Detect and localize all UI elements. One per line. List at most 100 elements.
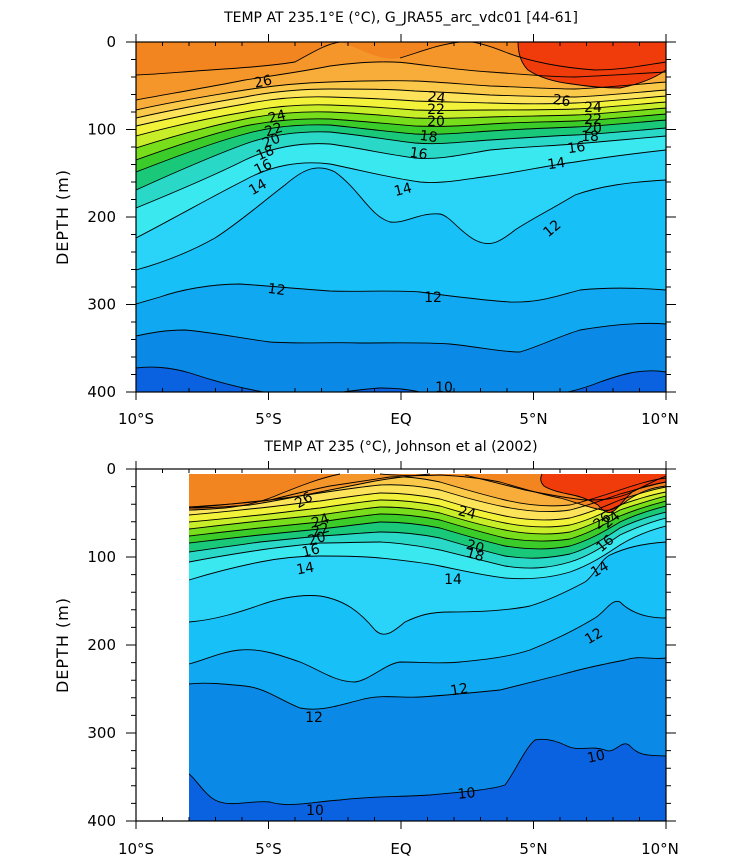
isotherm-15 bbox=[188, 517, 666, 569]
isotherm-20 bbox=[188, 491, 666, 528]
panel2-y-ticks bbox=[126, 468, 676, 822]
isotherm-24 bbox=[188, 473, 666, 509]
panel2-y-tick-labels: 0 100 200 300 400 bbox=[87, 460, 116, 830]
isotherm-18 bbox=[136, 113, 666, 161]
contour-label: 20 bbox=[306, 529, 328, 549]
contour-label: 18 bbox=[581, 129, 599, 145]
x-tick-label: 10°S bbox=[118, 410, 154, 428]
x-tick-label: 5°N bbox=[519, 840, 547, 858]
isotherm-26 bbox=[540, 473, 666, 513]
isotherm-17 bbox=[136, 119, 666, 173]
contour-label: 24 bbox=[584, 100, 602, 116]
x-tick-label: EQ bbox=[390, 840, 411, 858]
contour-label: 16 bbox=[252, 156, 275, 178]
x-tick-label: 10°N bbox=[641, 410, 679, 428]
contour-label: 14 bbox=[392, 180, 413, 200]
contour-label: 14 bbox=[444, 572, 462, 588]
panel1-contour-fill bbox=[136, 42, 666, 392]
panel2-contour-labels: 26 26 24 24 24 22 20 20 18 16 16 14 14 1… bbox=[292, 489, 623, 819]
contour-label: 16 bbox=[300, 541, 321, 561]
panel2-x-tick-labels: 10°S 5°S EQ 5°N 10°N bbox=[118, 840, 679, 858]
contour-label: 26 bbox=[253, 72, 274, 91]
isotherm-23 bbox=[188, 476, 666, 508]
panel1-x-minor-ticks bbox=[135, 34, 667, 400]
isotherm-24 bbox=[136, 61, 666, 101]
isotherm-18 bbox=[188, 500, 666, 542]
panel1-y-axis-label: DEPTH (m) bbox=[53, 169, 72, 265]
contour-label: 24 bbox=[266, 107, 287, 127]
contour-label: 12 bbox=[305, 710, 323, 726]
panel1-contour-labels: 26 26 24 24 24 22 22 22 20 20 20 18 18 1… bbox=[246, 72, 602, 396]
isotherm-23 bbox=[136, 80, 666, 111]
contour-label: 14 bbox=[588, 558, 612, 581]
isotherm-10 bbox=[136, 366, 666, 392]
isotherm-20 bbox=[136, 101, 666, 137]
contour-label: 12 bbox=[267, 281, 287, 299]
panel1-x-tick-labels: 10°S 5°S EQ 5°N 10°N bbox=[118, 410, 679, 428]
contour-label: 14 bbox=[547, 155, 567, 173]
y-tick-label: 300 bbox=[87, 724, 116, 742]
panel-model: TEMP AT 235.1°E (°C), G_JRA55_arc_vdc01 … bbox=[53, 10, 679, 428]
isotherm-16 bbox=[188, 511, 666, 559]
x-tick-label: 10°S bbox=[118, 840, 154, 858]
panel1-contour-lines bbox=[136, 42, 666, 392]
contour-label: 20 bbox=[260, 131, 283, 153]
contour-label: 10 bbox=[586, 747, 607, 766]
y-tick-label: 200 bbox=[87, 636, 116, 654]
x-tick-label: EQ bbox=[390, 410, 411, 428]
x-tick-label: 5°S bbox=[255, 410, 282, 428]
isotherm-13 bbox=[188, 541, 666, 635]
y-tick-label: 300 bbox=[87, 296, 116, 314]
isotherm-14 bbox=[188, 525, 666, 581]
x-tick-label: 5°N bbox=[519, 410, 547, 428]
contour-label: 22 bbox=[263, 120, 285, 141]
isotherm-10 bbox=[188, 738, 666, 806]
contour-label: 26 bbox=[552, 92, 572, 110]
y-tick-label: 400 bbox=[87, 812, 116, 830]
contour-label: 10 bbox=[306, 803, 324, 819]
isotherm-11 bbox=[188, 657, 666, 710]
y-tick-label: 0 bbox=[106, 33, 116, 51]
x-tick-label: 10°N bbox=[641, 840, 679, 858]
contour-label: 24 bbox=[427, 89, 447, 107]
contour-label: 20 bbox=[464, 537, 486, 557]
isotherm-25 bbox=[136, 42, 666, 76]
panel1-title: TEMP AT 235.1°E (°C), G_JRA55_arc_vdc01 … bbox=[223, 10, 578, 26]
panel1-y-tick-labels: 0 100 200 300 400 bbox=[87, 33, 116, 401]
contour-label: 24 bbox=[456, 503, 477, 523]
contour-label: 22 bbox=[310, 520, 332, 541]
panel-observations: TEMP AT 235 (°C), Johnson et al (2002) bbox=[53, 439, 679, 858]
contour-label: 22 bbox=[584, 112, 602, 128]
y-tick-label: 100 bbox=[87, 548, 116, 566]
contour-label: 20 bbox=[584, 121, 602, 137]
isotherm-22 bbox=[136, 88, 666, 119]
isotherm-12 bbox=[188, 600, 666, 683]
isotherm-11 bbox=[136, 322, 666, 353]
y-tick-label: 100 bbox=[87, 121, 116, 139]
contour-label: 12 bbox=[424, 290, 442, 306]
contour-label: 12 bbox=[582, 625, 605, 648]
panel1-y-ticks bbox=[126, 41, 676, 393]
y-tick-label: 200 bbox=[87, 208, 116, 226]
isotherm-21 bbox=[188, 486, 666, 521]
panel2-y-axis-label: DEPTH (m) bbox=[53, 597, 72, 693]
contour-label: 24 bbox=[310, 511, 332, 532]
contour-label: 16 bbox=[409, 145, 429, 163]
x-tick-label: 5°S bbox=[255, 840, 282, 858]
y-tick-label: 0 bbox=[106, 460, 116, 478]
contour-label: 14 bbox=[295, 560, 315, 579]
isotherm-16 bbox=[136, 127, 666, 191]
isotherm-26 bbox=[517, 42, 666, 89]
contour-label: 14 bbox=[246, 176, 270, 199]
isotherm-14 bbox=[136, 149, 666, 239]
contour-label: 16 bbox=[567, 139, 587, 157]
panel2-title: TEMP AT 235 (°C), Johnson et al (2002) bbox=[263, 439, 537, 455]
panel2-x-ticks bbox=[135, 461, 667, 829]
band-27 bbox=[540, 474, 666, 513]
y-tick-label: 400 bbox=[87, 383, 116, 401]
isotherm-15 bbox=[136, 135, 666, 209]
contour-label: 22 bbox=[427, 102, 445, 118]
contour-label: 26 bbox=[292, 489, 316, 512]
panel2-contour-lines bbox=[188, 473, 666, 806]
